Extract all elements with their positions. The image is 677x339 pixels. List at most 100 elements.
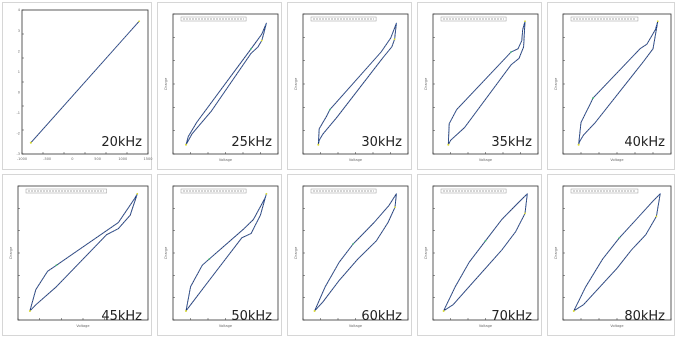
frequency-label: 35kHz [491,135,532,150]
y-tick-label: 3 [18,29,20,33]
hysteresis-chart: Voltage Charge [287,174,412,336]
hysteresis-chart: -1000 -500 0 500 1000 1500 -3 -2 -1 0 1 2 3 4 [2,2,152,170]
x-tick-label: 500 [94,157,101,161]
frequency-label: 80kHz [624,309,665,324]
x-tick-label: -500 [43,157,51,161]
loop-trace-overlay [578,21,659,145]
x-axis-label: Voltage [610,324,623,328]
panel-frame [287,174,412,336]
x-tick-label: 1000 [118,157,127,161]
data-point [592,97,594,99]
x-axis-label: Voltage [479,324,492,328]
panel-frame [2,2,152,170]
hysteresis-chart: Voltage Charge [417,2,542,170]
data-point [524,20,526,23]
x-axis-label: Voltage [349,158,362,162]
loop-trace-overlay [185,23,267,145]
frequency-label: 60kHz [361,309,402,324]
loop-trace-highlight [443,193,528,312]
chart-panel: Voltage Charge 80kHz [547,174,675,336]
hysteresis-chart: Voltage Charge [157,2,282,170]
y-axis-label: Charge [554,247,558,260]
data-point [524,212,526,215]
loop-trace-overlay [30,21,140,143]
data-point [313,309,316,312]
loop-trace-overlay [573,192,661,312]
x-axis-label: Voltage [219,324,232,328]
data-point [352,242,355,245]
data-point [184,143,187,146]
data-point [618,236,621,239]
y-axis-label: Charge [424,247,428,260]
panel-frame [287,2,412,170]
hysteresis-chart: Voltage Charge [287,2,412,170]
y-tick-label: 2 [18,49,20,53]
chart-panel: Voltage Charge 60kHz [287,174,412,336]
data-point [484,239,487,242]
hysteresis-chart: Voltage Charge [2,174,152,336]
y-tick-label: -2 [17,132,21,136]
loop-trace-overlay [29,193,138,312]
frequency-label: 25kHz [231,135,272,150]
hysteresis-chart: Voltage Charge [547,2,675,170]
loop-trace-overlay [314,193,397,312]
chart-panel: Voltage Charge 30kHz [287,2,412,170]
frequency-label: 30kHz [361,135,402,150]
loop-trace-overlay [318,23,397,145]
x-axis-label: Voltage [610,158,623,162]
y-axis-label: Charge [294,247,298,260]
chart-panel: -1000 -500 0 500 1000 1500 -3 -2 -1 0 1 2 3 4 20kHz [2,2,152,170]
x-axis-label: Voltage [349,324,362,328]
frequency-label: 20kHz [101,135,142,150]
x-tick-label: 0 [71,157,73,161]
data-point [29,141,32,144]
x-tick-label: -1000 [17,157,27,161]
data-point [260,39,263,42]
hysteresis-chart: Voltage Charge [547,174,675,336]
panel-frame [157,174,282,336]
chart-panel: Voltage Charge 70kHz [417,174,542,336]
y-axis-label: Charge [294,78,298,91]
title-strip [25,188,107,194]
chart-panel: Voltage Charge 50kHz [157,174,282,336]
data-point [393,38,396,41]
x-axis-label: Voltage [76,324,89,328]
data-point [655,215,658,218]
y-axis-label: Charge [554,78,558,91]
data-point [510,51,512,53]
data-point [317,143,320,146]
y-axis-label: Charge [164,78,168,91]
x-axis-label: Voltage [479,158,492,162]
data-point [265,192,268,195]
chart-panel: Voltage Charge 40kHz [547,2,675,170]
hysteresis-chart: Voltage Charge [417,174,542,336]
y-axis-label: Charge [164,247,168,260]
frequency-label: 45kHz [101,309,142,324]
y-axis-label: Charge [424,78,428,91]
loop-trace-highlight [185,193,267,312]
y-tick-label: 1 [18,70,20,74]
chart-panel: Voltage Charge 45kHz [2,174,152,336]
data-point [250,47,252,50]
chart-panel: Voltage Charge 35kHz [417,2,542,170]
data-point [447,143,450,146]
panel-frame [417,174,542,336]
y-tick-label: -3 [17,152,21,156]
y-tick-label: -1 [17,111,21,115]
panel-frame [547,2,675,170]
data-point [184,309,187,312]
frequency-label: 40kHz [624,135,665,150]
data-point [136,192,139,195]
data-point [138,20,141,23]
data-point [55,264,58,267]
panel-frame [417,2,542,170]
data-point [28,309,31,312]
y-tick-label: 0 [18,90,20,94]
panel-frame [2,174,152,336]
data-point [577,143,580,146]
data-point [394,206,396,209]
x-tick-label: 1500 [144,157,153,161]
loop-trace-overlay [443,192,528,312]
frequency-label: 50kHz [231,309,272,324]
data-point [329,108,331,111]
